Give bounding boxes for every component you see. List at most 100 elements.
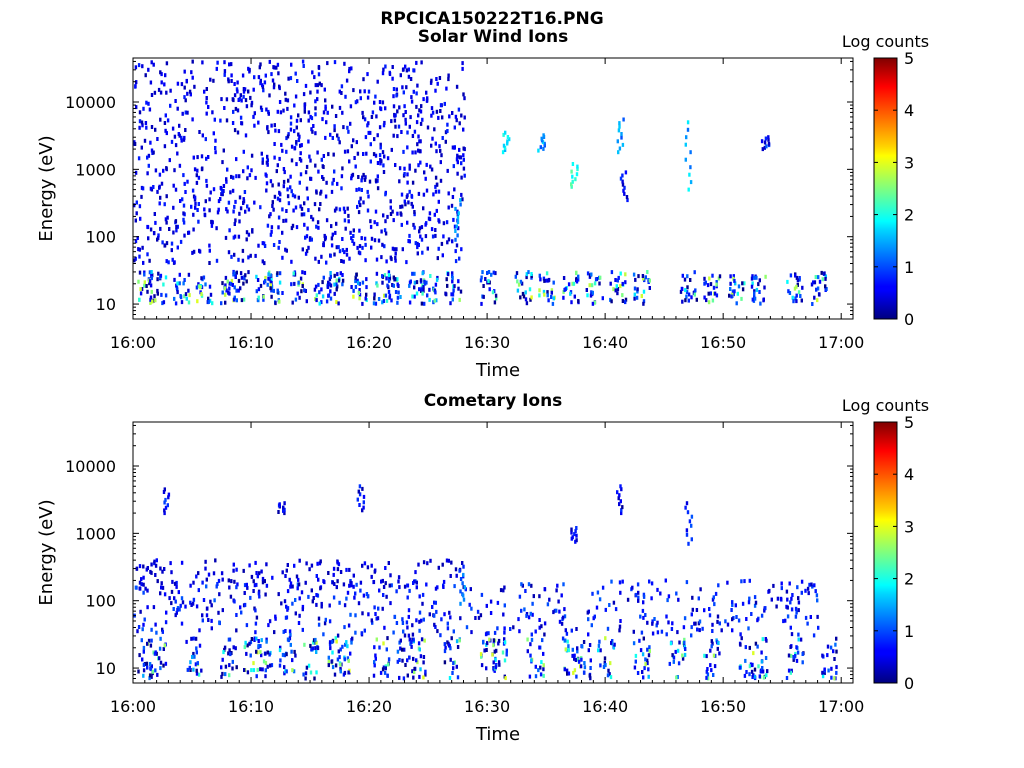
data-cell <box>711 629 714 633</box>
data-cell <box>193 84 196 89</box>
data-cell <box>237 257 240 262</box>
data-cell <box>690 537 693 542</box>
data-cell <box>728 293 731 298</box>
data-cell <box>343 657 346 662</box>
data-cell <box>593 281 597 286</box>
data-cell <box>150 562 153 567</box>
data-cell <box>789 625 792 630</box>
data-cell <box>381 150 385 155</box>
data-cell <box>235 665 238 670</box>
data-cell <box>285 652 288 657</box>
figure-title: RPCICA150222T16.PNG <box>380 9 603 29</box>
data-cell <box>410 201 413 206</box>
data-cell <box>706 283 710 288</box>
data-cell <box>424 222 427 227</box>
data-cell <box>292 208 295 213</box>
data-cell <box>331 104 334 109</box>
colorbar <box>873 57 898 320</box>
data-cell <box>290 158 294 163</box>
data-cell <box>331 136 334 140</box>
data-cell <box>195 650 198 655</box>
data-cell <box>209 599 212 604</box>
data-cell <box>436 81 439 86</box>
data-cell <box>164 497 167 502</box>
data-cell <box>388 72 392 76</box>
data-cell <box>489 611 493 615</box>
data-cell <box>256 650 259 655</box>
data-cell <box>256 278 260 282</box>
data-cell <box>616 490 619 495</box>
y-tick-label: 10000 <box>65 93 116 112</box>
data-cell <box>434 228 437 232</box>
data-cell <box>370 618 373 623</box>
data-cell <box>454 567 458 572</box>
data-cell <box>503 637 506 642</box>
data-cell <box>276 109 279 114</box>
data-cell <box>590 623 593 628</box>
data-cell <box>234 646 237 651</box>
data-cell <box>440 153 443 158</box>
data-cell <box>214 138 217 143</box>
data-cell <box>182 220 186 225</box>
data-cell <box>683 277 687 282</box>
data-cell <box>398 166 402 171</box>
data-cell <box>555 608 558 613</box>
data-cell <box>308 567 311 572</box>
data-cell <box>329 274 332 279</box>
data-cell <box>373 296 376 301</box>
data-cell <box>201 618 204 623</box>
data-cell <box>250 168 253 173</box>
data-cell <box>321 117 324 122</box>
data-cell <box>230 579 233 584</box>
data-cell <box>517 282 521 287</box>
data-cell <box>365 292 368 297</box>
data-cell <box>753 674 757 679</box>
y-tick-label: 1000 <box>75 524 116 543</box>
data-cell <box>317 225 320 230</box>
data-cell <box>361 486 364 491</box>
data-cell <box>281 291 284 295</box>
data-cell <box>179 239 183 244</box>
data-cell <box>317 259 320 264</box>
data-cell <box>446 240 449 245</box>
data-cell <box>192 597 196 602</box>
data-cell <box>220 301 223 306</box>
data-cell <box>224 300 227 305</box>
data-cell <box>340 84 344 89</box>
data-cell <box>215 66 218 71</box>
data-cell <box>811 302 814 306</box>
data-cell <box>827 668 830 673</box>
data-cell <box>381 274 384 279</box>
data-cell <box>748 578 751 583</box>
data-cell <box>706 667 709 671</box>
data-cell <box>249 653 252 658</box>
data-cell <box>172 205 175 210</box>
data-cell <box>715 280 718 284</box>
data-cell <box>371 620 374 625</box>
data-cell <box>146 588 149 593</box>
data-cell <box>272 207 275 212</box>
data-cell <box>542 276 546 281</box>
data-cell <box>532 594 535 599</box>
data-cell <box>316 593 320 598</box>
data-cell <box>448 676 452 680</box>
data-cell <box>348 159 351 164</box>
data-cell <box>186 179 189 184</box>
data-cell <box>236 582 239 587</box>
data-cell <box>339 570 343 574</box>
data-cell <box>493 649 496 654</box>
data-cell <box>320 604 323 609</box>
data-cell <box>715 293 719 298</box>
data-cell <box>570 184 573 189</box>
data-cell <box>599 663 602 668</box>
data-cell <box>208 284 212 289</box>
data-cell <box>252 589 255 593</box>
data-cell <box>241 73 245 78</box>
data-cell <box>235 628 238 633</box>
data-cell <box>286 106 289 111</box>
data-cell <box>341 273 344 277</box>
data-cell <box>563 287 566 292</box>
data-cell <box>705 675 708 680</box>
data-cell <box>753 667 757 672</box>
data-cell <box>222 148 225 153</box>
